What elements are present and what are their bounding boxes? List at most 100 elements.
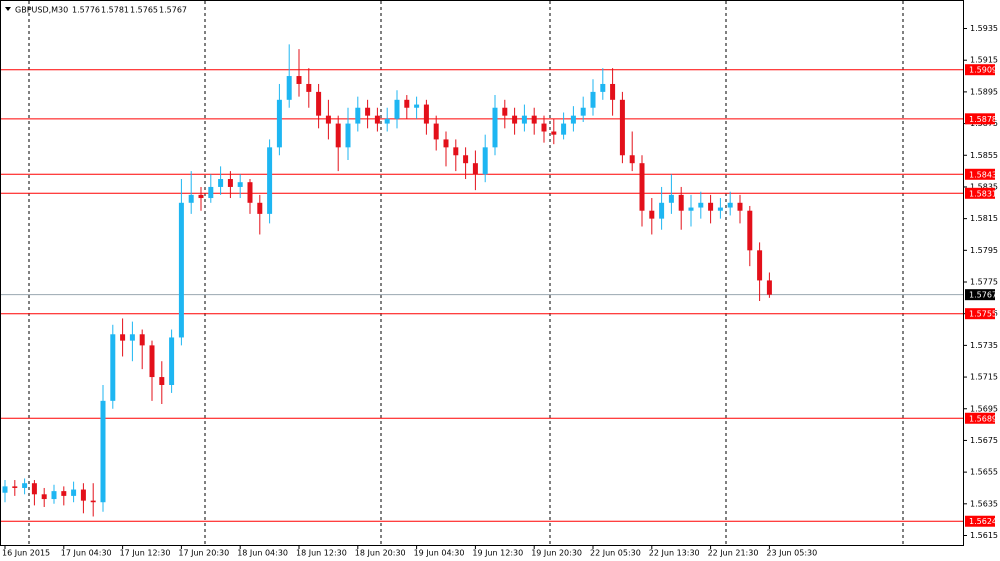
y-tick-label: 1.5935 [970,24,998,33]
candle-body [766,280,772,295]
candle-body [433,123,439,140]
level-label: 1.5624 [969,517,997,526]
candle-body [267,147,273,214]
y-tick-label: 1.5775 [970,278,998,287]
candle-body [443,139,449,148]
y-tick-label: 1.5715 [970,373,998,382]
last-price-label: 1.5767 [969,291,997,300]
candle-body [668,194,674,203]
candle-body [649,210,655,219]
level-label-box [965,308,995,320]
header-price: 1.5781 [101,6,129,15]
level-label-box [965,515,995,527]
candle-body [717,207,723,211]
header-price: 1.5776 [72,6,100,15]
candle-body [2,486,8,493]
chart-title: GBPUSD,M30 [15,6,68,15]
candle-body [316,91,322,116]
y-tick-label: 1.5675 [970,436,998,445]
level-label-box [965,412,995,424]
level-label: 1.5755 [969,310,997,319]
x-tick-label: 18 Jun 12:30 [296,549,347,558]
candle-body [374,115,380,124]
candle-body [149,345,155,378]
level-label: 1.5909 [969,66,997,75]
y-tick-label: 1.5615 [970,531,998,540]
candle-body [639,163,645,211]
candle-body [169,337,175,385]
candle-body [365,107,371,116]
x-tick-label: 19 Jun 12:30 [472,549,523,558]
plot-frame [0,0,964,546]
candle-body [423,104,429,124]
candle-body [698,202,704,208]
candle-body [257,202,263,214]
last-price-box [965,289,995,301]
level-label: 1.5843 [969,170,997,179]
candle-body [463,155,469,164]
candle-body [678,194,684,211]
candle-body [286,76,292,100]
symbol-menu-arrow[interactable] [5,7,11,11]
candle-body [139,334,145,346]
candle-body [472,163,478,175]
candle-body [51,491,57,500]
candle-body [747,210,753,251]
y-tick-label: 1.5635 [970,499,998,508]
x-tick-label: 19 Jun 04:30 [414,549,465,558]
candle-body [355,107,361,124]
y-tick-label: 1.5655 [970,468,998,477]
candle-body [100,400,106,503]
x-tick-label: 18 Jun 20:30 [355,549,406,558]
candle-body [482,147,488,175]
candle-body [227,179,233,187]
candle-body [453,147,459,156]
candle-body [276,99,282,148]
candle-body [384,118,390,124]
y-tick-label: 1.5855 [970,151,998,160]
y-tick-label: 1.5915 [970,56,998,65]
x-tick-label: 22 Jun 05:30 [590,549,641,558]
candle-body [71,489,77,496]
candle-body [659,202,665,219]
candle-body [521,115,527,124]
candle-body [512,115,518,124]
header-price: 1.5765 [130,6,158,15]
candle-body [325,115,331,124]
x-tick-label: 19 Jun 20:30 [531,549,582,558]
candle-body [237,182,243,187]
candle-body [619,99,625,156]
candle-body [600,83,606,92]
x-tick-label: 17 Jun 20:30 [178,549,229,558]
candle-body [414,104,420,108]
candle-body [580,107,586,116]
candle-body [90,500,96,503]
x-tick-label: 22 Jun 21:30 [708,549,759,558]
candle-body [727,202,733,208]
header-price: 1.5767 [159,6,187,15]
candle-body [110,334,116,401]
level-label-box [965,168,995,180]
day-separators [28,1,904,545]
level-label-box [965,113,995,125]
candle-body [492,107,498,148]
candle-body [502,107,508,116]
candle-body [31,483,37,495]
candle-body [129,334,135,341]
candle-body [757,250,763,281]
candle-body [610,83,616,100]
y-tick-label: 1.5695 [970,404,998,413]
candle-body [296,76,302,84]
y-tick-label: 1.5735 [970,341,998,350]
level-label: 1.5831 [969,189,997,198]
candle-body [688,207,694,211]
x-tick-label: 16 Jun 2015 [2,549,50,558]
x-tick-label: 22 Jun 13:30 [649,549,700,558]
y-tick-label: 1.5795 [970,246,998,255]
x-tick-label: 17 Jun 04:30 [61,549,112,558]
candle-body [188,194,194,203]
candle-body [335,123,341,148]
candle-body [629,155,635,164]
